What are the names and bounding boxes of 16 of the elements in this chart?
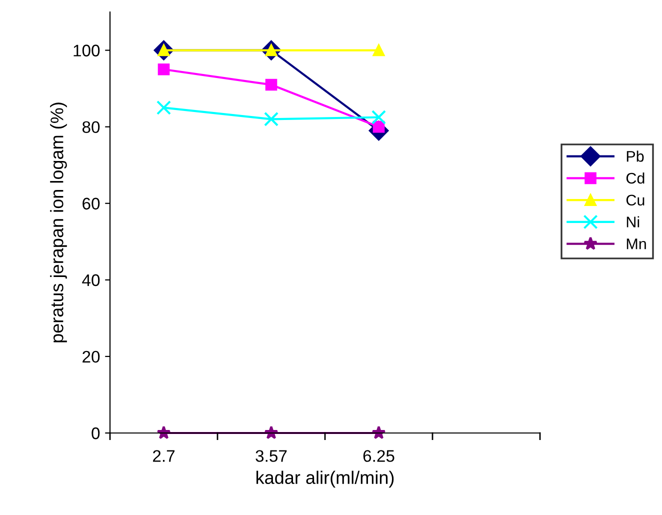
y-axis-title: peratus jerapan ion logam (%) bbox=[50, 102, 67, 342]
y-tick-label: 60 bbox=[82, 198, 100, 210]
legend-label: Mn bbox=[626, 238, 646, 250]
x-tick-label: 2.7 bbox=[153, 450, 174, 462]
legend-label: Ni bbox=[626, 216, 640, 228]
x-tick-label: 3.57 bbox=[256, 450, 287, 462]
legend-label: Cu bbox=[626, 194, 644, 206]
y-tick-label: 40 bbox=[82, 274, 100, 286]
x-tick-label: 6.25 bbox=[363, 450, 394, 462]
y-tick-label: 100 bbox=[74, 44, 100, 56]
y-tick-label: 80 bbox=[82, 121, 100, 134]
x-axis-title: kadar alir(ml/min) bbox=[256, 470, 394, 488]
y-tick-label: 20 bbox=[82, 350, 100, 363]
legend-label: Cd bbox=[626, 172, 644, 184]
legend-label: Pb bbox=[626, 150, 644, 162]
y-tick-label: 0 bbox=[92, 427, 100, 440]
